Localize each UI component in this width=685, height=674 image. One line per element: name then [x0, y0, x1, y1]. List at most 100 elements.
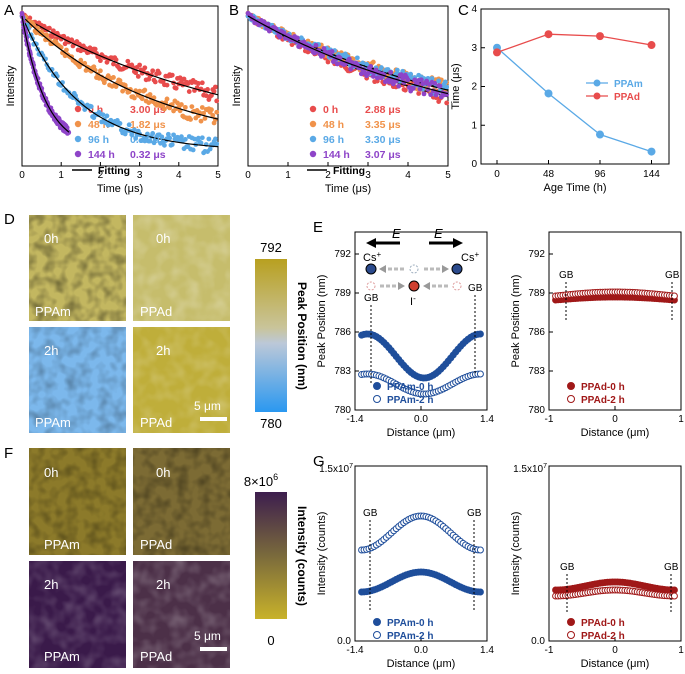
cs-ion-left: [365, 263, 377, 275]
x-tick-label: 0: [245, 170, 251, 181]
data-point-48-h: [122, 82, 128, 88]
legend-label: PPAm-0 h: [387, 618, 434, 629]
map-d-scale-text: 5 μm: [194, 399, 221, 413]
data-point-96-h: [394, 67, 400, 73]
data-point-144-h: [334, 61, 340, 67]
legend-fit-label: Fitting: [98, 165, 130, 177]
x-tick-label: 0.0: [414, 414, 428, 425]
grain-boundary-label: GB: [364, 293, 379, 304]
y-tick-label: 783: [528, 366, 545, 377]
data-point-0-h: [169, 72, 175, 78]
legend-name: 96 h: [323, 134, 344, 146]
data-point-0-h: [47, 25, 52, 31]
x-axis-label: Time (μs): [325, 183, 371, 195]
x-tick-label: 4: [405, 170, 411, 181]
x-tick-label: 1.4: [480, 414, 494, 425]
data-point-48-h: [370, 59, 376, 65]
data-point-0-h: [214, 98, 220, 104]
data-point-48-h: [139, 96, 145, 102]
map-d: 0h 0h 2h 2h PPAm PPAd PPAm PPAd 5 μm 792…: [29, 215, 309, 433]
chart-c: 0 1 2 3 4 0 48 96 144 Age Time (h) Time (μs) PPAm PP…: [450, 4, 670, 194]
map-f: 0h 0h 2h 2h PPAm PPAd PPAm PPAd 5 μm 8×1…: [29, 448, 309, 668]
data-point-0-h: [211, 89, 217, 94]
legend-marker: [567, 382, 575, 390]
legend-name: 144 h: [88, 149, 115, 161]
colorbar-d-top: 792: [260, 240, 282, 255]
x-tick-label: 1: [58, 170, 64, 181]
data-point-0-h: [113, 57, 119, 63]
data-point-96-h: [167, 135, 173, 141]
legend-name: 48 h: [323, 119, 344, 131]
data-point-96-h: [179, 134, 184, 140]
data-point-0-h: [111, 61, 116, 67]
legend-lifetime: 2.88 μs: [365, 104, 401, 116]
y-axis-label: Intensity (counts): [316, 512, 328, 596]
series-point-PPAm: [544, 89, 553, 98]
data-point-48-h: [202, 116, 208, 121]
legend-marker: [373, 618, 381, 626]
series-line-PPAm: [496, 47, 652, 153]
legend-fit-label: Fitting: [333, 165, 365, 177]
colorbar-f-top: 8×106: [244, 472, 278, 489]
data-point-96-h: [182, 136, 188, 142]
panel-label-a: A: [4, 2, 14, 19]
colorbar-f-bottom: 0: [267, 633, 274, 648]
data-point-0-h: [173, 85, 179, 91]
y-tick-label-top: 1.5x107: [513, 463, 547, 475]
colorbar-d-label: Peak Position (nm): [295, 282, 309, 390]
x-axis-label: Distance (μm): [387, 427, 456, 439]
data-point-96-h: [198, 140, 204, 146]
data-point-PPAm-2 h: [476, 546, 484, 554]
y-tick-label: 780: [528, 405, 545, 416]
y-tick-label: 789: [334, 288, 351, 299]
x-tick-label: 2: [98, 170, 104, 181]
data-point-0-h: [156, 70, 162, 76]
data-point-144-h: [412, 77, 418, 83]
data-point-96-h: [171, 132, 176, 138]
map-f-sample-label: PPAd: [140, 649, 172, 664]
y-tick-label: 789: [528, 288, 545, 299]
x-tick-label: 1: [678, 414, 684, 425]
series-line-PPAd: [496, 33, 652, 54]
legend-marker: [309, 150, 317, 158]
data-point-48-h: [98, 68, 103, 74]
legend-name: 96 h: [88, 134, 109, 146]
x-tick-label: 2: [325, 170, 331, 181]
data-point-0-h: [444, 100, 450, 106]
chart-g-right: -1 0 1 Distance (μm) 0.0 1.5x107 Intensity (co…: [510, 463, 684, 670]
series-point-PPAm: [596, 130, 604, 139]
map-d-sample-label: PPAd: [140, 304, 172, 319]
data-point-144-h: [313, 42, 319, 48]
grain-boundary-label: GB: [560, 562, 575, 573]
cs-label: Cs+: [363, 250, 381, 264]
data-point-48-h: [44, 32, 50, 38]
data-point-144-h: [432, 80, 438, 86]
data-point-144-h: [277, 34, 283, 40]
x-tick-label: 0: [612, 645, 618, 656]
x-tick-label: 1: [285, 170, 291, 181]
data-point-96-h: [212, 136, 218, 142]
data-point-48-h: [111, 75, 116, 80]
data-point-48-h: [147, 92, 153, 97]
x-tick-label: 48: [543, 169, 555, 180]
data-point-96-h: [429, 76, 435, 81]
legend-lifetime: 3.35 μs: [365, 119, 401, 131]
data-point-0-h: [325, 59, 331, 65]
map-f-time-label: 2h: [44, 577, 58, 592]
map-f-time-label: 2h: [156, 577, 170, 592]
grain-boundary-label: GB: [559, 270, 574, 281]
data-point-96-h: [360, 60, 366, 66]
x-tick-label: -1: [545, 414, 554, 425]
y-axis-label: Time (μs): [450, 63, 462, 109]
data-point-0-h: [203, 93, 209, 99]
x-tick-label: 5: [445, 170, 451, 181]
data-point-96-h: [196, 135, 201, 141]
map-f-sample-label: PPAm: [44, 649, 80, 664]
data-point-0-h: [98, 58, 103, 64]
data-point-0-h: [61, 33, 67, 39]
data-point-96-h: [126, 122, 132, 128]
x-tick-label: 144: [643, 169, 660, 180]
